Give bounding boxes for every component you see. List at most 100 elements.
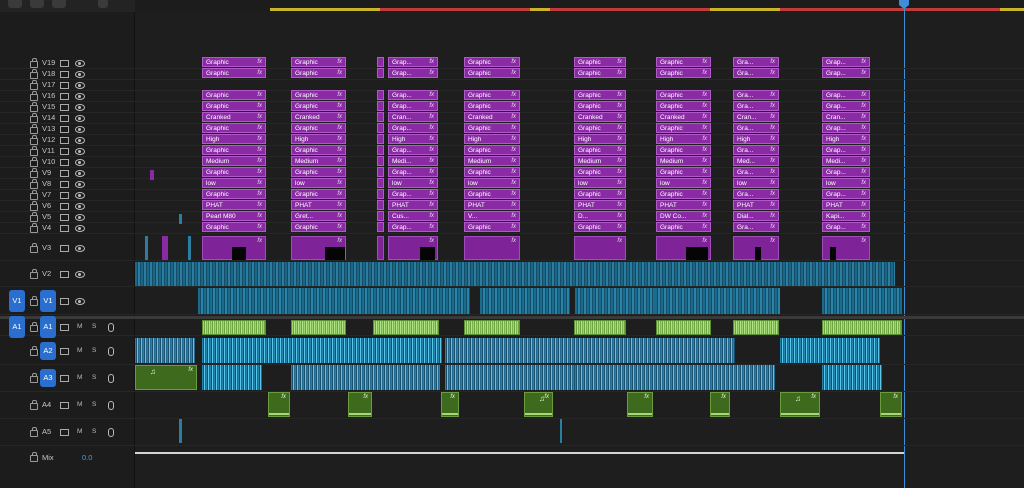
graphic-clip[interactable]: D... fx [574,211,626,221]
graphic-clip[interactable]: Graphic fx [202,68,266,78]
graphic-clip[interactable]: Grap... fx [822,167,870,177]
audio-clip-a2[interactable] [135,338,195,363]
toggle-sync-lock-icon[interactable] [60,202,69,210]
toggle-sync-lock-icon[interactable] [60,180,69,188]
graphic-clip[interactable]: High fx [822,134,870,144]
lock-icon[interactable] [30,222,38,233]
toggle-sync-lock-icon[interactable] [60,169,69,177]
audio-clip-a4[interactable]: fx ♫ [780,392,820,417]
graphic-clip[interactable]: Gra... fx [733,57,779,67]
graphic-clip[interactable]: low fx [202,178,266,188]
solo-button[interactable]: S [92,346,97,354]
eye-icon[interactable] [75,81,85,89]
graphic-clip[interactable]: low fx [574,178,626,188]
graphic-clip[interactable]: Grap... fx [388,145,438,155]
graphic-clip[interactable]: Graphic fx [291,222,346,232]
wrench-icon[interactable] [8,0,22,8]
graphic-clip[interactable]: PHAT fx [574,200,626,210]
graphic-clip[interactable]: Med... fx [733,156,779,166]
lock-icon[interactable] [30,372,38,383]
graphic-clip[interactable]: Graphic fx [656,57,711,67]
graphic-clip[interactable]: Graphic fx [202,167,266,177]
graphic-clip[interactable]: Gra... fx [733,222,779,232]
graphic-clip[interactable]: Graphic fx [574,101,626,111]
lock-icon[interactable] [30,134,38,145]
graphic-clip[interactable]: low fx [656,178,711,188]
graphic-clip[interactable]: Graphic fx [656,68,711,78]
audio-clip-a3[interactable] [375,365,440,390]
graphic-clip[interactable]: low fx [388,178,438,188]
graphic-clip[interactable]: Grap... fx [822,145,870,155]
video-clip-sliver[interactable] [179,214,182,224]
track-target-a3[interactable]: A3 [40,368,56,387]
audio-clip-a2[interactable] [780,338,880,363]
graphic-clip[interactable]: Grap... fx [822,68,870,78]
audio-clip-a3[interactable] [575,365,660,390]
graphic-clip[interactable]: PHAT fx [464,200,520,210]
graphic-clip[interactable]: DW Co... fx [656,211,711,221]
graphic-clip[interactable]: Cus... fx [388,211,438,221]
graphic-clip[interactable]: Graphic fx [464,90,520,100]
graphic-clip[interactable]: Grap... fx [822,57,870,67]
graphic-clip[interactable] [377,68,384,78]
lock-icon[interactable] [30,90,38,101]
graphic-clip[interactable]: Medi... fx [388,156,438,166]
graphic-clip[interactable]: High fx [388,134,438,144]
graphic-clip[interactable] [377,189,384,199]
track-target-a2[interactable]: A2 [40,341,56,360]
toggle-sync-lock-icon[interactable] [60,224,69,232]
graphic-clip[interactable]: Cran... fx [822,112,870,122]
graphic-clip[interactable]: Graphic fx [291,167,346,177]
eye-icon[interactable] [75,245,85,252]
graphic-clip[interactable]: low fx [733,178,779,188]
video-clip-v1[interactable] [480,288,570,314]
source-patch-a1[interactable]: A1 [9,316,25,338]
audio-clip-a1[interactable] [733,320,779,335]
lock-icon[interactable] [30,189,38,200]
toggle-sync-lock-icon[interactable] [60,191,69,199]
video-clip-v1[interactable] [655,288,780,314]
graphic-clip[interactable]: Grap... fx [822,123,870,133]
lock-icon[interactable] [30,322,38,332]
graphic-clip[interactable]: Gra... fx [733,145,779,155]
eye-icon[interactable] [75,147,85,155]
toggle-sync-lock-icon[interactable] [60,245,69,252]
lock-icon[interactable] [30,123,38,134]
graphic-clip[interactable]: Cranked fx [574,112,626,122]
graphic-clip[interactable] [377,222,384,232]
lock-icon[interactable] [30,101,38,112]
graphic-clip[interactable]: Medium fx [202,156,266,166]
graphic-clip[interactable]: High fx [574,134,626,144]
graphic-clip-v3[interactable]: fx [464,236,520,260]
mute-button[interactable]: M [77,400,83,408]
audio-clip-a4[interactable]: fx [441,392,459,417]
graphic-clip[interactable]: Graphic fx [202,123,266,133]
microphone-icon[interactable] [108,427,114,437]
eye-icon[interactable] [75,59,85,67]
graphic-clip[interactable]: Graphic fx [656,90,711,100]
graphic-clip[interactable]: Graphic fx [464,123,520,133]
snap-icon[interactable] [30,0,44,8]
graphic-clip[interactable]: low fx [822,178,870,188]
graphic-clip[interactable]: Graphic fx [291,57,346,67]
graphic-clip[interactable]: PHAT fx [733,200,779,210]
eye-icon[interactable] [75,92,85,100]
graphic-clip[interactable]: Graphic fx [464,222,520,232]
graphic-clip[interactable]: Graphic fx [291,101,346,111]
graphic-clip[interactable]: Gret... fx [291,211,346,221]
video-clip-v2[interactable] [135,262,895,286]
eye-icon[interactable] [75,298,85,305]
mute-button[interactable]: M [77,427,83,435]
graphic-clip[interactable]: Graphic fx [656,145,711,155]
graphic-clip[interactable]: Graphic fx [202,145,266,155]
audio-clip-a1[interactable] [291,320,346,335]
graphic-clip[interactable] [377,211,384,221]
graphic-clip[interactable] [377,200,384,210]
toggle-sync-lock-icon[interactable] [60,213,69,221]
graphic-clip[interactable]: Gra... fx [733,189,779,199]
eye-icon[interactable] [75,271,85,278]
graphic-clip[interactable]: Grap... fx [822,90,870,100]
graphic-clip-v3[interactable] [377,236,384,260]
graphic-clip[interactable]: Medium fx [656,156,711,166]
graphic-clip[interactable]: Medi... fx [822,156,870,166]
